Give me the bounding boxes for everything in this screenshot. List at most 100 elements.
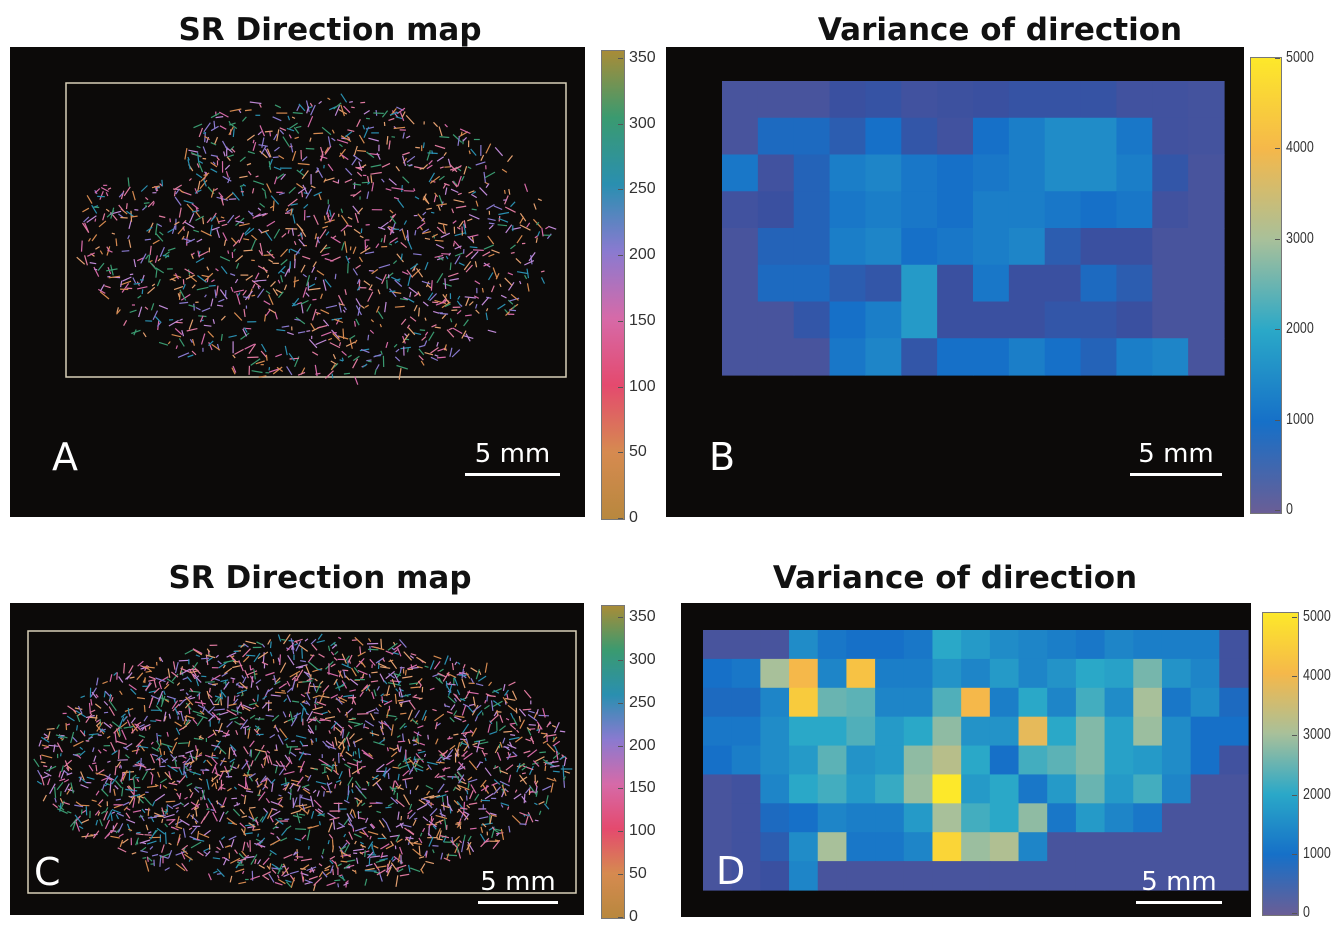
fiber-segment: [358, 134, 365, 144]
fiber-segment: [245, 759, 251, 771]
heatmap-cell: [901, 338, 938, 376]
heatmap-cell: [875, 832, 905, 862]
fiber-segment: [243, 795, 247, 805]
fiber-segment: [188, 149, 199, 153]
heatmap-cell: [703, 832, 733, 862]
fiber-segment: [176, 833, 181, 846]
fiber-segment: [265, 751, 270, 764]
fiber-segment: [302, 287, 307, 298]
fiber-segment: [513, 793, 522, 800]
fiber-segment: [59, 737, 64, 741]
fiber-segment: [449, 163, 458, 173]
fiber-segment: [237, 703, 242, 710]
fiber-segment: [436, 156, 445, 162]
fiber-segment: [235, 729, 239, 736]
fiber-segment: [181, 844, 189, 851]
fiber-segment: [510, 201, 516, 208]
fiber-segment: [345, 880, 349, 884]
fiber-segment: [360, 765, 366, 768]
fiber-segment: [410, 653, 417, 656]
fiber-segment: [465, 297, 470, 307]
fiber-segment: [425, 281, 430, 288]
fiber-segment: [330, 236, 341, 244]
fiber-segment: [156, 223, 163, 228]
fiber-segment: [171, 225, 176, 234]
fiber-segment: [269, 131, 272, 137]
fiber-segment: [66, 772, 73, 776]
fiber-segment: [479, 761, 484, 764]
fiber-segment: [251, 234, 258, 241]
fiber-segment: [252, 816, 259, 822]
fiber-segment: [92, 830, 100, 839]
fiber-segment: [507, 806, 510, 810]
fiber-segment: [429, 293, 438, 302]
fiber-segment: [431, 324, 437, 328]
fiber-segment: [292, 214, 296, 224]
fiber-segment: [175, 809, 179, 813]
fiber-segment: [491, 688, 502, 693]
fiber-segment: [436, 356, 446, 359]
fiber-segment: [496, 711, 502, 713]
fiber-segment: [189, 338, 193, 344]
fiber-segment: [155, 267, 165, 274]
fiber-segment: [521, 765, 528, 771]
fiber-segment: [530, 736, 535, 745]
fiber-segment: [446, 683, 456, 686]
fiber-segment: [154, 793, 166, 802]
fiber-segment: [370, 171, 382, 175]
fiber-segment: [40, 775, 45, 786]
fiber-segment: [398, 702, 403, 707]
fiber-segment: [426, 802, 433, 809]
fiber-segment: [157, 258, 161, 262]
fiber-segment: [241, 815, 248, 818]
fiber-segment: [215, 654, 220, 659]
heatmap-cell: [989, 832, 1020, 862]
fiber-segment: [185, 692, 189, 696]
fiber-segment: [444, 278, 447, 290]
fiber-segment: [338, 738, 346, 748]
fiber-segment: [297, 371, 306, 376]
heatmap-cell: [1190, 861, 1220, 891]
colorbar-tick-label: 50: [629, 865, 647, 883]
heatmap-cell: [932, 658, 962, 689]
fiber-segment: [96, 721, 104, 732]
heatmap-cell: [903, 861, 934, 891]
fiber-segment: [528, 252, 536, 262]
fiber-segment: [184, 765, 189, 772]
fiber-segment: [313, 132, 324, 135]
fiber-segment: [398, 368, 402, 380]
fiber-segment: [391, 856, 394, 861]
fiber-segment: [340, 845, 347, 851]
fiber-segment: [419, 167, 424, 170]
fiber-segment: [191, 284, 196, 289]
fiber-segment: [357, 669, 368, 675]
panel-a-label: A: [52, 435, 78, 479]
fiber-segment: [209, 698, 215, 706]
fiber-segment: [303, 203, 309, 209]
colorbar-tick-mark: [1292, 617, 1297, 618]
fiber-segment: [349, 334, 356, 340]
heatmap-cell: [1075, 774, 1106, 804]
fiber-segment: [197, 704, 207, 711]
fiber-segment: [221, 836, 226, 840]
heatmap-cell: [703, 861, 733, 891]
fiber-segment: [215, 268, 219, 272]
fiber-segment: [367, 831, 379, 836]
fiber-segment: [451, 208, 455, 214]
fiber-segment: [394, 693, 397, 704]
fiber-segment: [289, 357, 300, 360]
fiber-segment: [286, 644, 293, 652]
fiber-segment: [197, 851, 204, 857]
fiber-segment: [229, 744, 237, 752]
heatmap-cell: [1188, 117, 1225, 156]
fiber-segment: [250, 760, 254, 767]
fiber-segment: [307, 654, 315, 663]
fiber-segment: [111, 811, 116, 814]
fiber-segment: [88, 733, 99, 736]
fiber-segment: [300, 693, 306, 698]
fiber-segment: [319, 680, 324, 685]
fiber-segment: [505, 224, 513, 234]
fiber-segment: [139, 839, 151, 844]
fiber-segment: [403, 220, 408, 225]
fiber-segment: [379, 738, 386, 744]
